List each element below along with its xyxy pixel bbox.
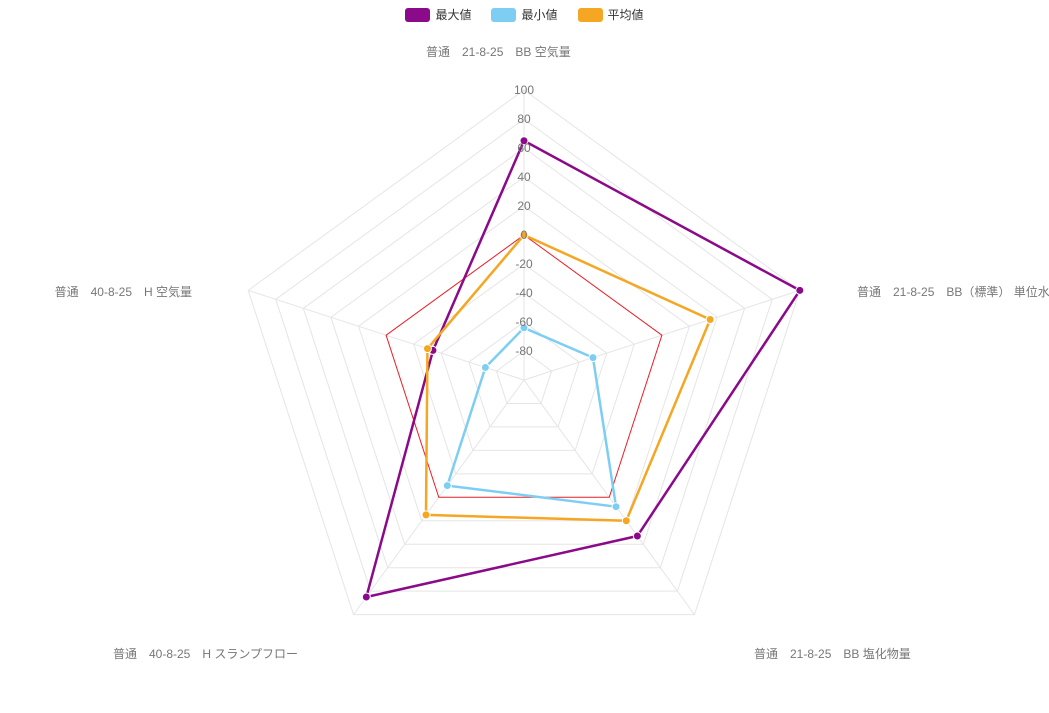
axis-tick-label: 40: [517, 170, 530, 184]
axis-tick-label: 60: [517, 141, 530, 155]
axis-tick-label: 0: [521, 228, 528, 242]
radar-chart: 最大値 最小値 平均値 -80 -60 -40 -20 0 20 40 60 80 100 普通 21-…: [0, 0, 1049, 713]
axis-tick-label: 20: [517, 199, 530, 213]
axis-tick-label: -20: [515, 257, 532, 271]
indicator-label: 普通 21-8-25 BB 塩化物量: [754, 645, 911, 662]
indicator-label: 普通 21-8-25 BB 空気量: [426, 43, 571, 60]
axis-tick-label: -60: [515, 315, 532, 329]
indicator-label: 普通 40-8-25 H スランプフロー: [113, 645, 298, 662]
axis-tick-label: -40: [515, 286, 532, 300]
legend-label: 最大値: [435, 6, 471, 23]
indicator-label: 普通 40-8-25 H 空気量: [55, 283, 192, 300]
axis-tick-label: 80: [517, 112, 530, 126]
legend-swatch: [491, 8, 516, 22]
legend: 最大値 最小値 平均値: [0, 6, 1049, 25]
legend-swatch: [405, 8, 430, 22]
legend-item-min[interactable]: 最小値: [491, 6, 557, 23]
legend-item-avg[interactable]: 平均値: [578, 6, 644, 23]
indicator-label: 普通 21-8-25 BB（標準） 単位水量: [857, 283, 1049, 300]
axis-tick-label: -80: [515, 344, 532, 358]
legend-label: 最小値: [521, 6, 557, 23]
legend-label: 平均値: [608, 6, 644, 23]
legend-swatch: [578, 8, 603, 22]
legend-item-max[interactable]: 最大値: [405, 6, 471, 23]
axis-tick-label: 100: [514, 83, 534, 97]
